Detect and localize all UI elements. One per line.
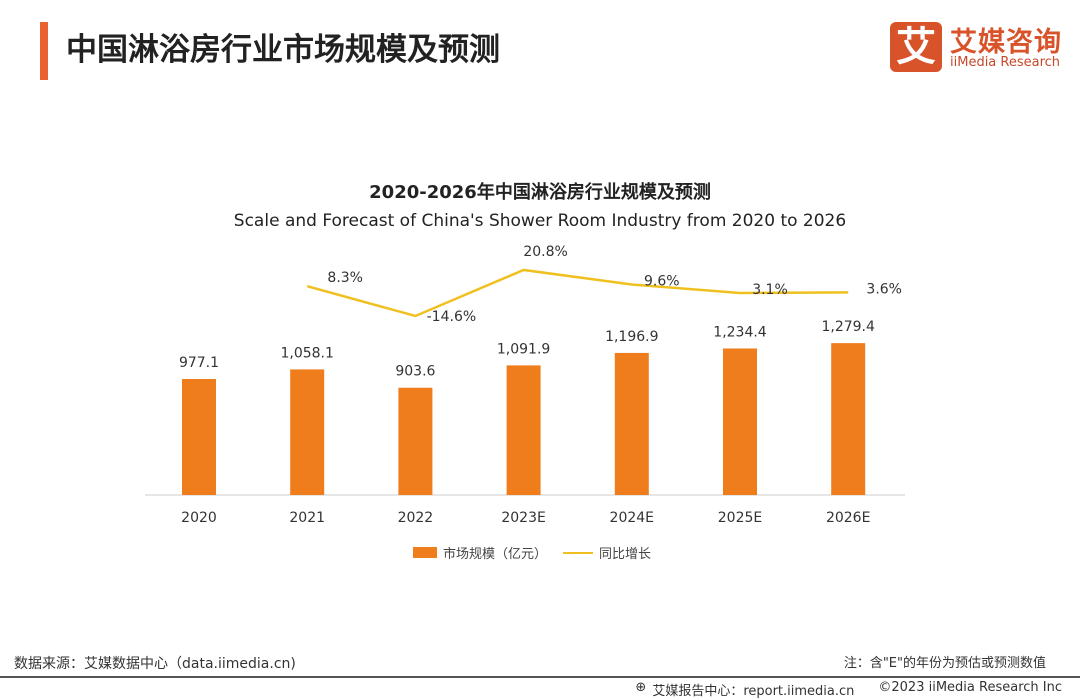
title-accent: [40, 22, 48, 80]
bar: [831, 343, 866, 495]
copyright: ©2023 iiMedia Research Inc: [878, 680, 1062, 695]
x-tick-label: 2022: [398, 510, 434, 526]
logo-name-en: iiMedia Research: [950, 55, 1061, 70]
note: 注：含"E"的年份为预估或预测数值: [843, 656, 1046, 671]
line-value-label: 9.6%: [644, 274, 680, 290]
line-value-label: 20.8%: [523, 244, 567, 260]
logo-mark: 艾: [890, 22, 942, 72]
bar: [398, 387, 433, 495]
bar: [182, 379, 216, 495]
bar: [290, 369, 325, 495]
bar-value-label: 1,196.9: [605, 329, 658, 345]
bar: [723, 348, 757, 495]
bar-value-label: 1,279.4: [821, 319, 875, 335]
page-title: 中国淋浴房行业市场规模及预测: [66, 32, 500, 68]
x-tick-label: 2026E: [826, 510, 870, 526]
bar-value-label: 903.6: [395, 364, 435, 380]
divider: [0, 676, 1080, 678]
line-value-label: 8.3%: [327, 270, 363, 286]
line-value-label: -14.6%: [427, 309, 477, 325]
report-link[interactable]: 艾媒报告中心：report.iimedia.cn: [652, 684, 855, 699]
x-tick-label: 2020: [181, 510, 217, 526]
legend-line-swatch: [563, 551, 594, 554]
x-tick-label: 2023E: [501, 510, 545, 526]
bar: [506, 365, 541, 495]
legend-bar-label: 市场规模（亿元）: [443, 547, 548, 562]
logo-name-cn: 艾媒咨询: [950, 27, 1062, 58]
x-tick-label: 2021: [289, 510, 325, 526]
bar-value-label: 977.1: [179, 355, 219, 371]
line-value-label: 3.1%: [752, 282, 788, 298]
data-source: 数据来源：艾媒数据中心（data.iimedia.cn): [14, 656, 296, 672]
x-tick-label: 2024E: [610, 510, 654, 526]
bar-value-label: 1,091.9: [497, 341, 550, 357]
bar-value-label: 1,058.1: [280, 345, 333, 361]
chart-title: 2020-2026年中国淋浴房行业规模及预测: [369, 182, 711, 203]
logo: 艾 艾媒咨询 iiMedia Research: [890, 20, 1075, 75]
bar-value-label: 1,234.4: [713, 324, 767, 340]
legend: 市场规模（亿元） 同比增长: [413, 543, 651, 562]
line-value-label: 3.6%: [866, 281, 902, 297]
x-tick-label: 2025E: [718, 510, 762, 526]
legend-bar-swatch: [413, 547, 437, 558]
legend-line-label: 同比增长: [599, 547, 652, 562]
growth-line: [306, 268, 849, 318]
bar: [614, 352, 649, 495]
footer: ⊕ 艾媒报告中心：report.iimedia.cn ©2023 iiMedia…: [635, 680, 1062, 699]
globe-icon: ⊕: [635, 680, 647, 695]
chart-subtitle: Scale and Forecast of China's Shower Roo…: [233, 211, 847, 231]
